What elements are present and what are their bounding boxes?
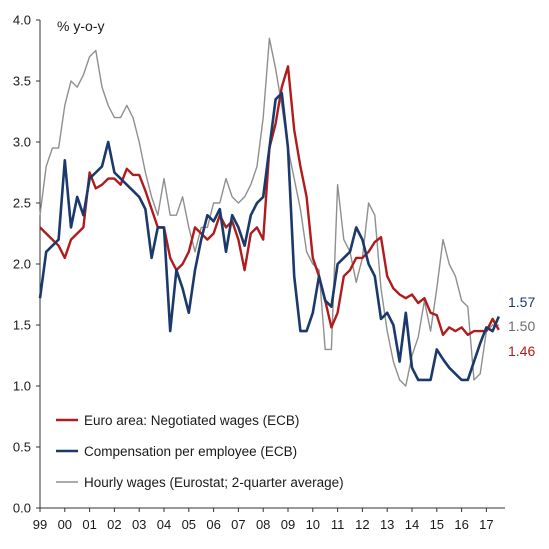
x-tick-label: 15 <box>430 517 444 532</box>
x-tick-label: 16 <box>454 517 468 532</box>
x-tick-label: 11 <box>331 517 345 532</box>
legend-label: Hourly wages (Eurostat; 2-quarter averag… <box>84 475 344 490</box>
end-value-label: 1.46 <box>508 343 535 359</box>
end-value-label: 1.50 <box>508 318 535 334</box>
x-tick-label: 09 <box>281 517 295 532</box>
end-value-label: 1.57 <box>508 294 535 310</box>
y-tick-label: 3.5 <box>13 74 31 89</box>
x-tick-label: 12 <box>355 517 369 532</box>
x-tick-label: 06 <box>206 517 220 532</box>
series-line-3 <box>39 37 499 387</box>
legend-label: Euro area: Negotiated wages (ECB) <box>84 413 299 428</box>
y-tick-label: 0.5 <box>13 440 31 455</box>
x-tick-label: 99 <box>33 517 47 532</box>
x-tick-label: 00 <box>58 517 72 532</box>
x-tick-label: 17 <box>479 517 493 532</box>
x-tick-label: 01 <box>82 517 96 532</box>
plot-area <box>38 37 500 387</box>
x-tick-label: 13 <box>380 517 394 532</box>
x-tick-label: 02 <box>107 517 121 532</box>
y-tick-label: 2.0 <box>13 257 31 272</box>
legend-label: Compensation per employee (ECB) <box>84 444 297 459</box>
x-tick-label: 08 <box>256 517 270 532</box>
series-line-2 <box>38 91 500 382</box>
y-tick-label: 1.0 <box>13 379 31 394</box>
y-tick-label: 3.0 <box>13 135 31 150</box>
x-tick-label: 03 <box>132 517 146 532</box>
y-tick-label: 0.0 <box>13 501 31 516</box>
y-tick-label: 1.5 <box>13 318 31 333</box>
x-tick-label: 05 <box>182 517 196 532</box>
x-tick-label: 14 <box>405 517 419 532</box>
x-tick-label: 10 <box>306 517 320 532</box>
end-labels: 1.57 1.50 1.46 <box>508 294 535 359</box>
x-tick-label: 04 <box>157 517 171 532</box>
y-tick-label: 2.5 <box>13 196 31 211</box>
legend: Euro area: Negotiated wages (ECB) Compens… <box>56 413 344 490</box>
x-tick-label: 07 <box>231 517 245 532</box>
axes: 0.0 0.5 1.0 1.5 2.0 2.5 3.0 3.5 4.0 99 00 01 02 03 04 0… <box>13 13 505 532</box>
unit-label: % y-o-y <box>57 18 104 34</box>
y-tick-label: 4.0 <box>13 13 31 28</box>
